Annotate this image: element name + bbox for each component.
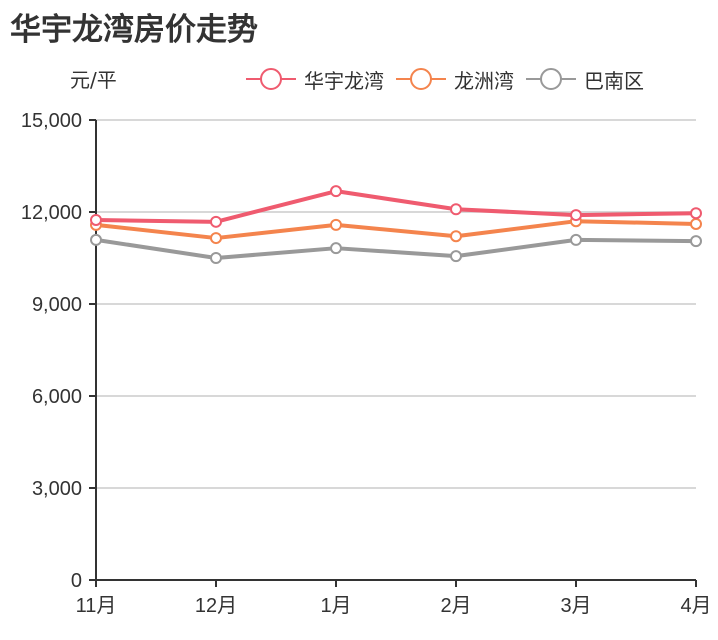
y-tick-label: 6,000 — [32, 386, 82, 408]
data-point-marker[interactable] — [90, 213, 102, 226]
data-point-marker[interactable] — [90, 233, 102, 246]
legend-item-huayu[interactable]: 华宇龙湾 — [246, 64, 384, 94]
x-tick-label: 4月 — [680, 595, 711, 617]
data-point-marker[interactable] — [210, 252, 222, 264]
data-point-marker[interactable] — [210, 232, 222, 245]
chart-title: 华宇龙湾房价走势 — [10, 12, 258, 48]
series-line — [95, 189, 697, 224]
y-tick-label: 3,000 — [32, 478, 82, 500]
series-line — [95, 219, 697, 241]
legend-item-banan[interactable]: 巴南区 — [526, 64, 644, 94]
data-point-marker[interactable] — [690, 207, 702, 220]
legend-line-circle-icon — [396, 68, 446, 90]
x-tick-label: 2月 — [440, 595, 471, 617]
legend-label: 华宇龙湾 — [304, 68, 384, 93]
data-point-marker[interactable] — [690, 235, 702, 248]
data-point-marker[interactable] — [450, 203, 462, 216]
data-point-marker[interactable] — [690, 217, 702, 230]
data-point-marker[interactable] — [330, 218, 342, 231]
y-axis-unit-label: 元/平 — [70, 68, 117, 92]
legend-label: 龙洲湾 — [454, 68, 514, 93]
data-point-marker[interactable] — [570, 209, 582, 222]
series-line — [95, 237, 697, 260]
x-tick-label: 3月 — [560, 595, 591, 617]
y-tick-label: 15,000 — [21, 110, 82, 132]
data-point-marker[interactable] — [330, 185, 342, 198]
data-point-marker[interactable] — [450, 230, 462, 243]
data-point-marker[interactable] — [330, 242, 342, 255]
x-tick-label: 12月 — [195, 595, 237, 617]
series-巴南区 — [90, 233, 702, 264]
x-tick-label: 1月 — [320, 595, 351, 617]
series-华宇龙湾 — [90, 185, 702, 228]
legend-item-longzhouwan[interactable]: 龙洲湾 — [396, 64, 514, 94]
y-tick-label: 12,000 — [21, 202, 82, 224]
legend-line-circle-icon — [526, 68, 576, 90]
legend-line-circle-icon — [246, 68, 296, 90]
data-point-marker[interactable] — [210, 215, 222, 228]
y-tick-label: 0 — [71, 570, 82, 592]
data-point-marker[interactable] — [570, 233, 582, 246]
y-tick-label: 9,000 — [32, 294, 82, 316]
x-tick-label: 11月 — [76, 595, 117, 617]
legend: 华宇龙湾 龙洲湾 巴南区 — [246, 64, 656, 94]
legend-label: 巴南区 — [584, 68, 644, 93]
data-point-marker[interactable] — [450, 250, 462, 263]
